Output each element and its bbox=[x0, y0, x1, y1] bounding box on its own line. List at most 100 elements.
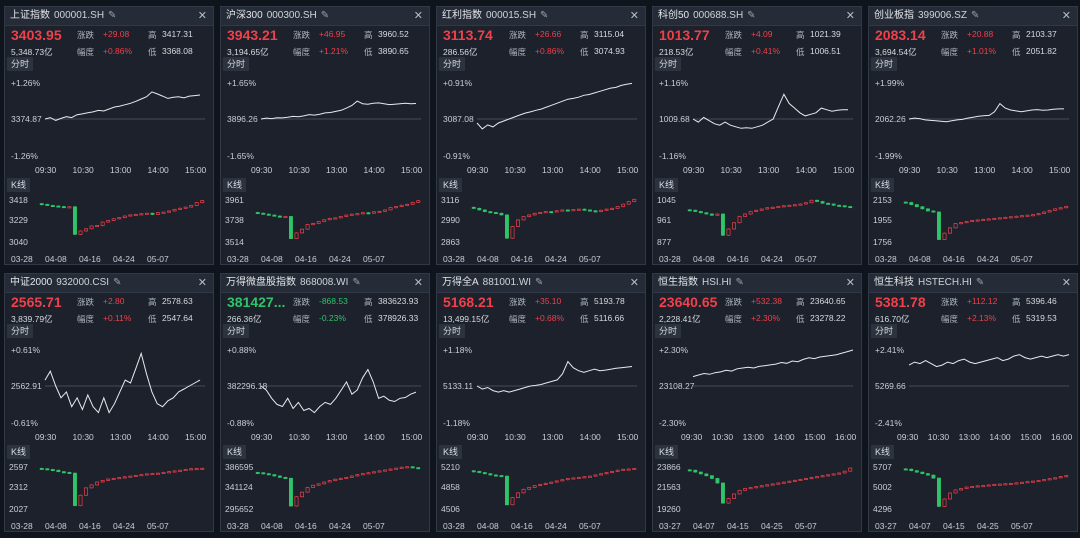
index-panel[interactable]: 创业板指 399006.SZ ✎ ✕ 2083.14 涨跌 +20.88 高 2103.37 3,… bbox=[868, 6, 1078, 265]
tab-kline[interactable]: K线 bbox=[7, 445, 31, 459]
time-tick-label: 15:00 bbox=[833, 165, 855, 175]
candle bbox=[1053, 477, 1058, 480]
tab-kline[interactable]: K线 bbox=[223, 178, 247, 192]
tab-intraday[interactable]: 分时 bbox=[7, 57, 34, 71]
tab-kline[interactable]: K线 bbox=[439, 178, 463, 192]
tab-intraday[interactable]: 分时 bbox=[871, 57, 898, 71]
index-panel[interactable]: 红利指数 000015.SH ✎ ✕ 3113.74 涨跌 +26.66 高 3115.04 28… bbox=[436, 6, 646, 265]
candle bbox=[914, 204, 919, 208]
candle bbox=[986, 484, 991, 487]
index-panel[interactable]: 上证指数 000001.SH ✎ ✕ 3403.95 涨跌 +29.08 高 3417.31 5,… bbox=[4, 6, 214, 265]
change-value: +4.09 bbox=[751, 29, 773, 39]
time-tick-label: 09:30 bbox=[35, 165, 57, 175]
close-icon[interactable]: ✕ bbox=[629, 277, 639, 289]
tab-intraday[interactable]: 分时 bbox=[655, 57, 682, 71]
candle bbox=[344, 214, 349, 217]
candle bbox=[1008, 216, 1013, 219]
candle bbox=[377, 470, 382, 473]
close-icon[interactable]: ✕ bbox=[845, 10, 855, 22]
tab-intraday[interactable]: 分时 bbox=[223, 57, 250, 71]
kline-axis-label: 386595 bbox=[225, 462, 254, 472]
close-icon[interactable]: ✕ bbox=[1061, 10, 1071, 22]
candle bbox=[39, 467, 44, 470]
date-tick-label: 04-07 bbox=[693, 521, 715, 531]
tab-intraday[interactable]: 分时 bbox=[223, 324, 250, 338]
candle bbox=[931, 474, 936, 479]
candle bbox=[1042, 479, 1047, 482]
change-label: 涨跌 bbox=[509, 297, 527, 307]
close-icon[interactable]: ✕ bbox=[413, 10, 423, 22]
candle bbox=[416, 200, 421, 203]
tab-kline[interactable]: K线 bbox=[871, 178, 895, 192]
time-tick-label: 13:00 bbox=[542, 432, 564, 442]
index-panel[interactable]: 恒生指数 HSI.HI ✎ ✕ 23640.65 涨跌 +532.38 高 23640.65 2,… bbox=[652, 273, 862, 532]
low-value: 3368.08 bbox=[162, 46, 193, 56]
turnover-value: 3,839.79亿 bbox=[11, 314, 53, 324]
tab-kline[interactable]: K线 bbox=[439, 445, 463, 459]
tab-kline[interactable]: K线 bbox=[655, 178, 679, 192]
candle bbox=[909, 468, 914, 472]
index-title: 创业板指 399006.SZ ✎ bbox=[874, 7, 979, 25]
index-title: 恒生指数 HSI.HI ✎ bbox=[658, 274, 744, 292]
tab-intraday[interactable]: 分时 bbox=[7, 324, 34, 338]
close-icon[interactable]: ✕ bbox=[1061, 277, 1071, 289]
date-tick-label: 04-07 bbox=[909, 521, 931, 531]
candle bbox=[482, 472, 487, 475]
kline-axis-label: 2027 bbox=[9, 504, 28, 514]
pencil-icon[interactable]: ✎ bbox=[735, 277, 744, 288]
tab-kline[interactable]: K线 bbox=[655, 445, 679, 459]
pencil-icon[interactable]: ✎ bbox=[320, 10, 330, 21]
close-icon[interactable]: ✕ bbox=[413, 277, 423, 289]
index-panel[interactable]: 万得微盘股指数 868008.WI ✎ ✕ 381427... 涨跌 -868.53 高 383… bbox=[220, 273, 430, 532]
pct-label: 幅度 bbox=[509, 314, 527, 324]
pencil-icon[interactable]: ✎ bbox=[535, 277, 544, 288]
price-line bbox=[692, 349, 854, 378]
tab-kline[interactable]: K线 bbox=[223, 445, 247, 459]
candle bbox=[837, 204, 842, 207]
index-panel[interactable]: 恒生科技 HSTECH.HI ✎ ✕ 5381.78 涨跌 +112.12 高 5396.46 6… bbox=[868, 273, 1078, 532]
pencil-icon[interactable]: ✎ bbox=[108, 10, 117, 21]
pencil-icon[interactable]: ✎ bbox=[747, 10, 756, 21]
index-panel[interactable]: 科创50 000688.SH ✎ ✕ 1013.77 涨跌 +4.09 高 1021.39 218… bbox=[652, 6, 862, 265]
index-panel[interactable]: 沪深300 000300.SH ✎ ✕ 3943.21 涨跌 +46.95 高 3960.52 3… bbox=[220, 6, 430, 265]
pencil-icon[interactable]: ✎ bbox=[352, 277, 361, 288]
tab-intraday[interactable]: 分时 bbox=[439, 57, 466, 71]
pencil-icon[interactable]: ✎ bbox=[540, 10, 549, 21]
date-tick-label: 04-16 bbox=[511, 254, 533, 264]
candle bbox=[737, 489, 742, 495]
tab-kline[interactable]: K线 bbox=[7, 178, 31, 192]
close-icon[interactable]: ✕ bbox=[197, 277, 207, 289]
turnover-value: 218.53亿 bbox=[659, 47, 694, 57]
index-panel[interactable]: 中证2000 932000.CSI ✎ ✕ 2565.71 涨跌 +2.80 高 2578.63… bbox=[4, 273, 214, 532]
kline-axis-label: 1955 bbox=[873, 215, 892, 225]
candle bbox=[283, 216, 288, 219]
candle bbox=[820, 475, 825, 478]
candle bbox=[505, 475, 509, 506]
candle bbox=[294, 496, 299, 507]
pencil-icon[interactable]: ✎ bbox=[113, 277, 122, 288]
candle bbox=[599, 209, 603, 212]
close-icon[interactable]: ✕ bbox=[845, 277, 855, 289]
tab-intraday[interactable]: 分时 bbox=[439, 324, 466, 338]
index-code: 399006.SZ bbox=[918, 10, 967, 21]
close-icon[interactable]: ✕ bbox=[629, 10, 639, 22]
time-tick-label: 15:00 bbox=[804, 432, 826, 442]
time-tick-label: 13:00 bbox=[110, 165, 132, 175]
tab-intraday[interactable]: 分时 bbox=[871, 324, 898, 338]
pencil-icon[interactable]: ✎ bbox=[970, 10, 980, 21]
axis-mid-label: 3087.08 bbox=[443, 114, 474, 124]
candle bbox=[1008, 483, 1013, 486]
tab-intraday[interactable]: 分时 bbox=[655, 324, 682, 338]
candle bbox=[582, 208, 587, 211]
time-tick-label: 13:00 bbox=[326, 165, 348, 175]
price-line bbox=[260, 368, 417, 414]
candle bbox=[84, 228, 88, 232]
candle bbox=[975, 485, 980, 488]
index-panel[interactable]: 万得全A 881001.WI ✎ ✕ 5168.21 涨跌 +35.10 高 5193.78 13… bbox=[436, 273, 646, 532]
price-line bbox=[44, 91, 201, 121]
tab-kline[interactable]: K线 bbox=[871, 445, 895, 459]
close-icon[interactable]: ✕ bbox=[197, 10, 207, 22]
pencil-icon[interactable]: ✎ bbox=[975, 277, 985, 288]
candle bbox=[737, 216, 742, 224]
